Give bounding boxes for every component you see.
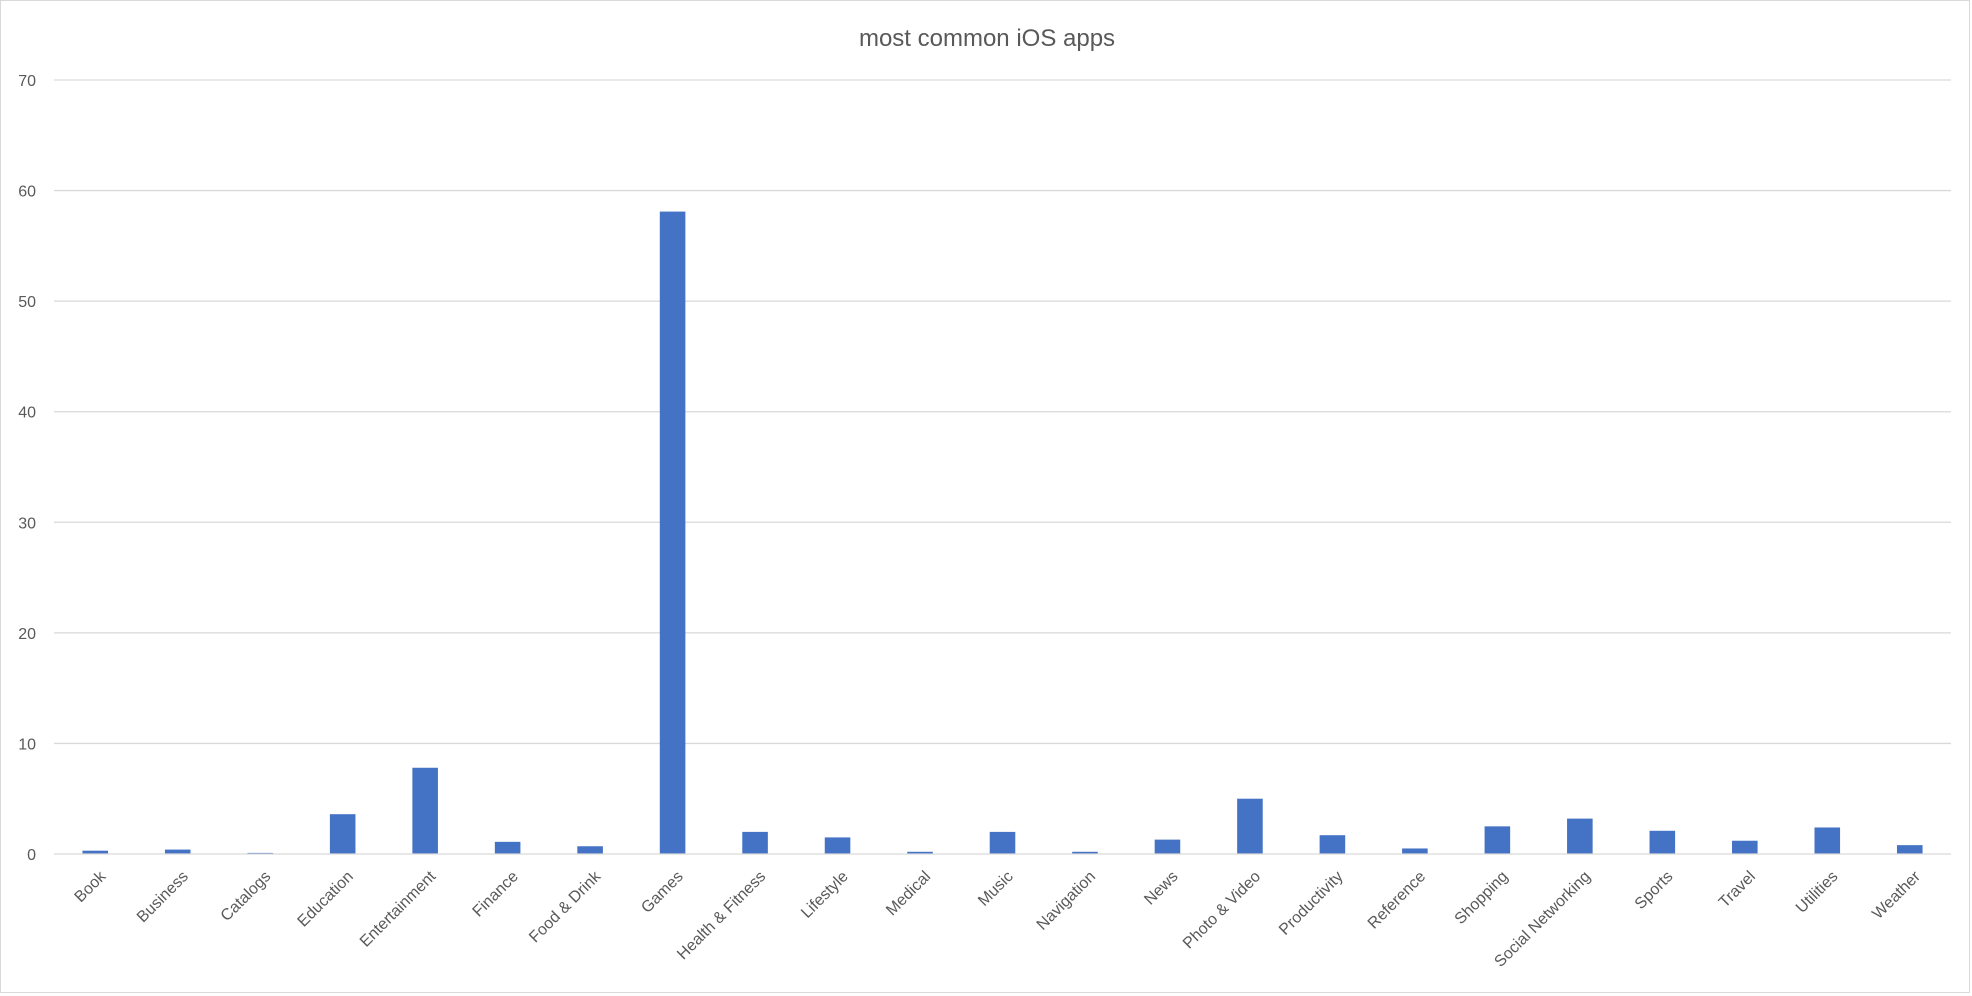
y-axis-ticks: 0 10 20 30 40 50 60 70	[18, 73, 36, 864]
x-tick-label: Lifestyle	[798, 868, 852, 922]
bar	[82, 850, 109, 854]
bar	[907, 851, 933, 854]
bar	[1814, 827, 1841, 854]
y-tick-label: 40	[18, 405, 36, 422]
x-tick-label: Shopping	[1452, 868, 1512, 928]
x-tick-label: Reference	[1365, 868, 1429, 932]
bar	[164, 849, 191, 854]
y-tick-label: 30	[18, 515, 36, 532]
x-tick-label: Finance	[470, 868, 522, 920]
bar	[1567, 818, 1593, 854]
bar	[1402, 848, 1428, 854]
bar	[577, 846, 603, 854]
bar	[412, 767, 438, 854]
x-tick-label: Navigation	[1034, 868, 1099, 933]
bar	[494, 841, 521, 854]
x-tick-label: Sports	[1632, 868, 1677, 913]
x-tick-label: Medical	[883, 868, 934, 919]
bar	[1072, 851, 1098, 854]
bar	[1154, 839, 1181, 854]
bars	[82, 211, 1923, 854]
y-tick-label: 60	[18, 184, 36, 201]
x-tick-label: Catalogs	[218, 868, 275, 925]
bar	[824, 837, 851, 854]
bar	[1484, 826, 1511, 854]
x-tick-label: Games	[638, 868, 686, 916]
chart-title: most common iOS apps	[859, 25, 1115, 52]
x-tick-label: Utilities	[1793, 868, 1841, 916]
x-tick-label: Health & Fitness	[674, 868, 769, 963]
bar	[1649, 830, 1676, 854]
bar	[1237, 798, 1263, 854]
x-tick-label: Travel	[1716, 868, 1759, 911]
bar	[1319, 835, 1346, 854]
gridlines	[54, 79, 1951, 745]
bar	[659, 211, 686, 854]
y-tick-label: 70	[18, 73, 36, 90]
bar	[329, 814, 356, 854]
x-tick-label: Entertainment	[357, 868, 440, 951]
x-tick-label: Weather	[1869, 868, 1924, 923]
x-axis-ticks: Book Business Catalogs Education Entertainme…	[72, 867, 1925, 970]
x-tick-label: Book	[72, 867, 111, 906]
x-tick-label: Music	[975, 868, 1017, 910]
y-tick-label: 50	[18, 294, 36, 311]
bar	[1732, 840, 1758, 854]
x-tick-label: Education	[295, 868, 357, 930]
x-tick-label: News	[1141, 868, 1181, 908]
x-tick-label: Food & Drink	[526, 867, 605, 946]
y-tick-label: 20	[18, 626, 36, 643]
x-tick-label: Photo & Video	[1180, 868, 1264, 952]
bar	[1896, 845, 1923, 854]
x-tick-label: Business	[134, 868, 192, 926]
y-tick-label: 0	[27, 847, 36, 864]
bar	[742, 831, 768, 854]
x-tick-label: Productivity	[1276, 868, 1347, 939]
bar	[989, 831, 1016, 854]
y-tick-label: 10	[18, 736, 36, 753]
